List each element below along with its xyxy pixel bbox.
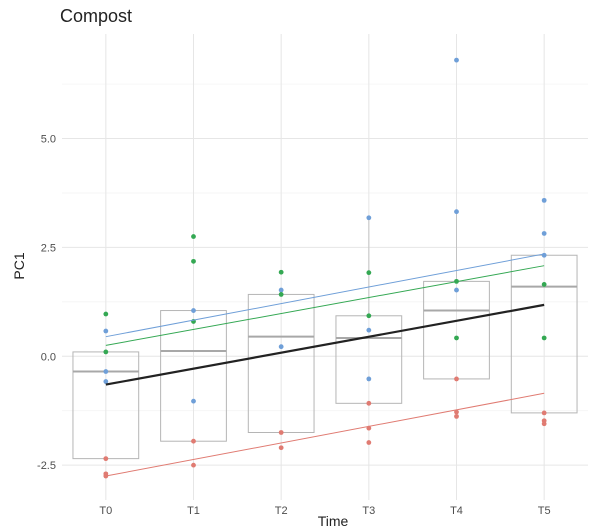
data-point bbox=[278, 269, 284, 275]
data-point bbox=[103, 328, 109, 334]
data-point bbox=[454, 335, 459, 341]
data-point bbox=[278, 287, 284, 293]
data-point bbox=[541, 335, 547, 341]
data-point bbox=[541, 197, 547, 203]
x-tick-label: T3 bbox=[362, 505, 375, 517]
data-point bbox=[366, 440, 372, 445]
x-tick-label: T0 bbox=[99, 505, 112, 517]
data-point bbox=[278, 344, 284, 350]
data-point bbox=[454, 57, 459, 63]
data-point bbox=[191, 438, 196, 444]
plot-panel bbox=[62, 34, 588, 500]
data-point bbox=[103, 311, 109, 317]
data-point bbox=[454, 409, 459, 415]
overall-trend-line bbox=[105, 303, 545, 386]
data-point bbox=[191, 398, 196, 404]
y-tick-label: 0.0 bbox=[41, 351, 56, 363]
data-point bbox=[191, 308, 196, 313]
data-point bbox=[191, 462, 196, 468]
x-tick-label: T2 bbox=[275, 505, 288, 517]
data-point bbox=[366, 376, 372, 382]
chart-title: Compost bbox=[60, 6, 133, 26]
data-point bbox=[541, 282, 547, 287]
data-point bbox=[366, 313, 372, 319]
data-point bbox=[191, 234, 196, 239]
y-tick-label: -2.5 bbox=[37, 460, 56, 472]
y-tick-label: 2.5 bbox=[41, 242, 56, 254]
data-point bbox=[278, 445, 284, 451]
x-tick-label: T4 bbox=[450, 505, 463, 517]
data-point bbox=[103, 349, 109, 355]
data-point bbox=[191, 258, 196, 264]
data-point bbox=[541, 410, 547, 416]
group-trend-line bbox=[105, 392, 545, 477]
data-point bbox=[541, 421, 547, 427]
axes: -2.5 0.0 2.5 5.0 T0 T1 T2 T3 T4 T5 bbox=[37, 134, 551, 517]
group-trend-line bbox=[105, 253, 545, 338]
data-point bbox=[541, 231, 547, 236]
data-point bbox=[366, 400, 372, 406]
data-point bbox=[454, 287, 459, 293]
data-point bbox=[454, 413, 459, 419]
data-point bbox=[278, 430, 284, 435]
x-axis-title: Time bbox=[318, 513, 349, 529]
data-point bbox=[366, 327, 372, 333]
y-tick-label: 5.0 bbox=[41, 134, 56, 146]
data-point bbox=[103, 379, 109, 384]
data-point bbox=[454, 376, 459, 382]
x-tick-label: T1 bbox=[187, 505, 200, 517]
data-point bbox=[366, 270, 372, 276]
x-tick-label: T5 bbox=[538, 505, 551, 517]
group-trend-line bbox=[105, 265, 545, 346]
data-point bbox=[366, 215, 372, 221]
trend-lines bbox=[105, 253, 545, 477]
data-point bbox=[103, 369, 109, 374]
grid bbox=[62, 34, 588, 500]
data-point bbox=[278, 292, 284, 297]
data-point bbox=[103, 456, 109, 462]
y-axis-title: PC1 bbox=[11, 252, 27, 279]
data-point bbox=[541, 252, 547, 258]
data-point bbox=[454, 209, 459, 215]
